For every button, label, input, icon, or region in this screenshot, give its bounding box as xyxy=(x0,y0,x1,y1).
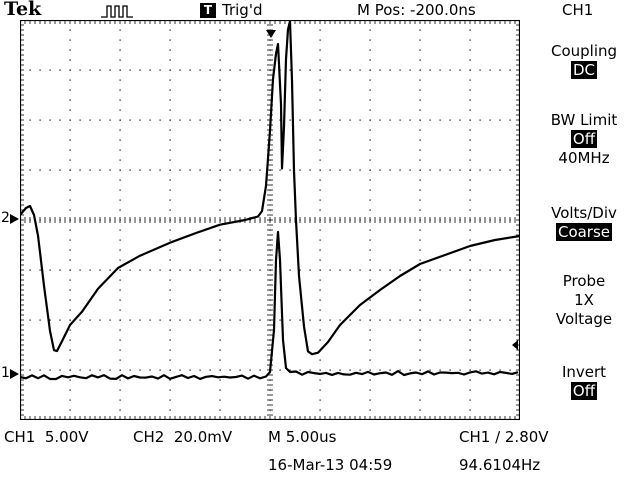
coupling-label: Coupling xyxy=(550,42,618,60)
brand-logo: Tek xyxy=(4,0,42,20)
acquire-pulse-icon xyxy=(101,5,133,18)
trigger-status: Trig'd xyxy=(222,1,263,19)
ch1-label: CH1 xyxy=(4,428,36,446)
ch2-ground-marker: 1 xyxy=(1,365,10,381)
invert-label: Invert xyxy=(561,363,607,381)
ch1-ground-arrow-icon xyxy=(10,214,19,224)
coupling-value: DC xyxy=(570,61,598,79)
trigger-status-icon: T xyxy=(200,3,216,18)
trigger-position-marker xyxy=(266,30,276,38)
volts-div-value: Coarse xyxy=(555,223,613,241)
volts-div-label: Volts/Div xyxy=(551,204,617,222)
bw-limit-value: Off xyxy=(570,130,598,148)
timebase-readout: M 5.00us xyxy=(268,428,337,446)
ch1-ground-marker: 2 xyxy=(1,210,10,226)
waveform-display xyxy=(20,20,520,420)
trigger-level-marker xyxy=(512,340,518,350)
menu-invert[interactable]: Invert Off xyxy=(528,363,640,401)
menu-bw-limit[interactable]: BW Limit Off 40MHz xyxy=(528,111,640,168)
graticule-grid xyxy=(20,20,520,420)
menu-volts-div[interactable]: Volts/Div Coarse xyxy=(528,204,640,242)
menu-channel-title: CH1 xyxy=(562,1,594,19)
invert-value: Off xyxy=(570,382,598,400)
ch2-scale-readout: CH2 20.0mV xyxy=(133,428,232,446)
menu-coupling[interactable]: Coupling DC xyxy=(528,42,640,80)
ch2-scale: 20.0mV xyxy=(173,428,233,446)
bw-limit-label: BW Limit xyxy=(550,111,618,129)
ch2-ground-arrow-icon xyxy=(10,369,19,379)
datetime-readout: 16-Mar-13 04:59 xyxy=(268,456,393,474)
bw-limit-note: 40MHz xyxy=(558,149,610,167)
frequency-readout: 94.6104Hz xyxy=(459,456,541,474)
probe-value-2: Voltage xyxy=(555,310,613,328)
trigger-readout: CH1 ∕ 2.80V xyxy=(459,428,549,446)
m-position-readout: M Pos: -200.0ns xyxy=(357,1,476,19)
menu-probe[interactable]: Probe 1X Voltage xyxy=(528,272,640,329)
ch1-scale-readout: CH1 5.00V xyxy=(4,428,89,446)
probe-label: Probe xyxy=(562,272,606,290)
ch2-label: CH2 xyxy=(133,428,165,446)
ch2-trace xyxy=(20,230,519,381)
ch1-scale: 5.00V xyxy=(44,428,89,446)
probe-value-1: 1X xyxy=(574,291,594,309)
ch1-trace xyxy=(20,20,520,356)
